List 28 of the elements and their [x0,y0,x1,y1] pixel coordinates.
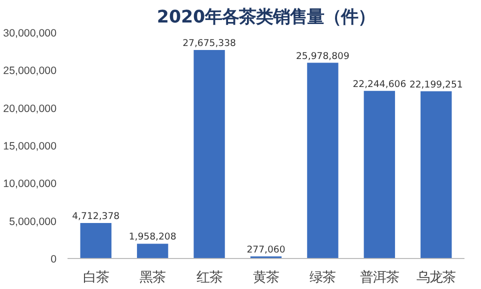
y-tick-label: 20,000,000 [3,102,57,115]
bar [420,91,452,258]
chart-title: 2020年各茶类销售量（件） [156,8,376,28]
bar [194,50,225,258]
x-tick-label: 黑茶 [140,270,166,284]
x-tick-label: 乌龙茶 [416,270,456,284]
y-tick-label: 10,000,000 [3,178,57,190]
data-label: 25,978,809 [296,50,350,62]
y-tick-label: 15,000,000 [3,140,57,152]
y-tick-label: 0 [50,254,57,266]
y-tick-label: 30,000,000 [3,28,57,40]
data-label: 4,712,378 [72,211,120,222]
bar [364,90,396,258]
bar [307,62,338,258]
bar [136,244,168,258]
data-label: 22,199,251 [409,79,463,90]
data-label: 22,244,606 [352,78,406,90]
x-tick-label: 黄茶 [253,270,279,284]
x-tick-label: 白茶 [82,270,109,284]
x-tick-label: 绿茶 [310,270,336,284]
x-tick-label: 红茶 [196,270,222,284]
x-tick-label: 普洱茶 [360,270,399,284]
y-tick-label: 25,000,000 [3,65,57,78]
data-label: 27,675,338 [182,38,236,50]
data-label: 1,958,208 [128,232,176,243]
y-tick-label: 5,000,000 [9,216,57,228]
data-label: 277,060 [246,244,286,256]
bar [80,223,112,258]
